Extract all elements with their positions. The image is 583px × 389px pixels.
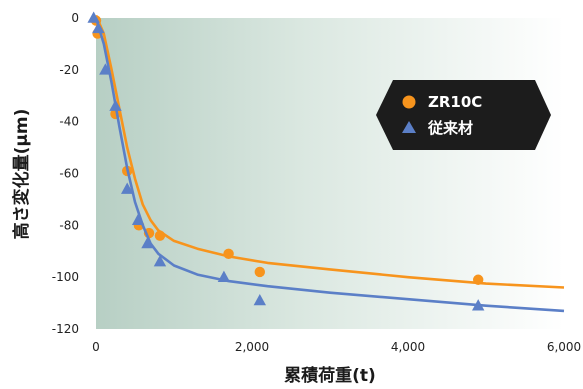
data-point-zr10c xyxy=(154,230,166,241)
legend-marker-conventional xyxy=(402,121,416,133)
y-tick-label: -40 xyxy=(59,115,79,129)
data-point-zr10c xyxy=(223,248,234,260)
x-tick-label: 4,000 xyxy=(391,340,425,354)
legend: ZR10C 従来材 xyxy=(376,80,551,150)
trend-line-zr10c xyxy=(94,14,565,289)
data-point-conventional xyxy=(253,293,266,306)
data-point-conventional xyxy=(141,236,154,249)
data-point-zr10c xyxy=(254,266,265,278)
legend-box xyxy=(376,80,551,150)
data-point-conventional xyxy=(92,21,105,34)
y-tick-label: -60 xyxy=(59,167,79,181)
y-tick-label: -80 xyxy=(59,218,79,232)
data-point-conventional xyxy=(472,299,485,311)
series-layer xyxy=(87,11,565,313)
x-tick-label: 2,000 xyxy=(235,340,269,354)
y-tick-label: -100 xyxy=(52,270,79,284)
legend-marker-zr10c xyxy=(402,95,416,109)
data-point-conventional xyxy=(109,99,122,111)
x-axis-title: 累積荷重(t) xyxy=(284,365,376,386)
trend-line-conventional xyxy=(94,17,565,313)
data-point-conventional xyxy=(121,182,134,194)
y-tick-label: -20 xyxy=(59,63,79,77)
y-tick-label: -120 xyxy=(52,322,79,336)
data-point-conventional xyxy=(131,213,145,225)
plot-background xyxy=(96,18,564,329)
y-axis-title: 高さ変化量(μm) xyxy=(11,109,32,240)
y-axis-ticks: 0 -20 -40 -60 -80 -100 -120 xyxy=(52,11,79,336)
x-tick-label: 0 xyxy=(92,340,100,354)
x-tick-label: 6,000 xyxy=(547,340,581,354)
data-point-zr10c xyxy=(473,274,484,285)
x-axis-ticks: 0 2,000 4,000 6,000 xyxy=(92,340,581,354)
data-point-conventional xyxy=(217,270,231,282)
legend-label-zr10c: ZR10C xyxy=(428,93,482,111)
data-point-conventional xyxy=(99,63,112,75)
legend-label-conventional: 従来材 xyxy=(427,119,473,137)
data-point-conventional xyxy=(87,11,100,23)
data-point-conventional xyxy=(153,255,167,267)
y-tick-label: 0 xyxy=(71,11,79,25)
